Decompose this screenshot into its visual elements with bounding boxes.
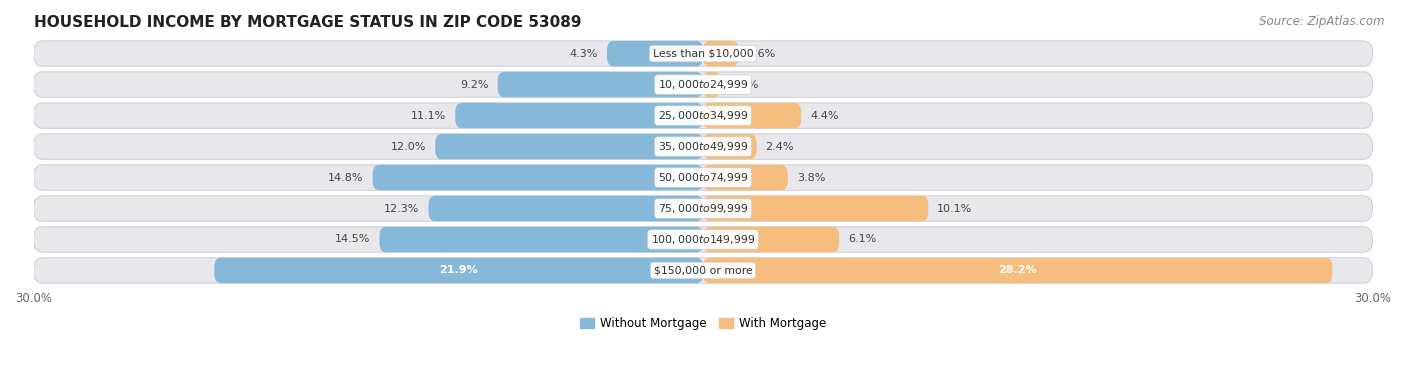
Text: Less than $10,000: Less than $10,000	[652, 49, 754, 59]
FancyBboxPatch shape	[34, 41, 1372, 66]
Text: 9.2%: 9.2%	[460, 80, 489, 90]
FancyBboxPatch shape	[429, 196, 703, 221]
Text: 11.1%: 11.1%	[411, 111, 446, 121]
FancyBboxPatch shape	[34, 165, 1372, 190]
Text: $35,000 to $49,999: $35,000 to $49,999	[658, 140, 748, 153]
Text: 4.4%: 4.4%	[810, 111, 838, 121]
FancyBboxPatch shape	[498, 72, 703, 97]
Text: 4.3%: 4.3%	[569, 49, 598, 59]
Text: 0.8%: 0.8%	[730, 80, 758, 90]
Text: Source: ZipAtlas.com: Source: ZipAtlas.com	[1260, 15, 1385, 28]
Text: 1.6%: 1.6%	[748, 49, 776, 59]
Text: 14.8%: 14.8%	[328, 172, 364, 183]
FancyBboxPatch shape	[34, 196, 1372, 221]
FancyBboxPatch shape	[34, 103, 1372, 128]
Text: 10.1%: 10.1%	[938, 203, 973, 214]
Text: $10,000 to $24,999: $10,000 to $24,999	[658, 78, 748, 91]
Legend: Without Mortgage, With Mortgage: Without Mortgage, With Mortgage	[575, 312, 831, 335]
Text: $100,000 to $149,999: $100,000 to $149,999	[651, 233, 755, 246]
Text: 21.9%: 21.9%	[439, 265, 478, 276]
Text: 12.0%: 12.0%	[391, 141, 426, 152]
FancyBboxPatch shape	[703, 227, 839, 252]
Text: $150,000 or more: $150,000 or more	[654, 265, 752, 276]
FancyBboxPatch shape	[703, 72, 721, 97]
FancyBboxPatch shape	[214, 258, 703, 283]
FancyBboxPatch shape	[456, 103, 703, 128]
FancyBboxPatch shape	[34, 72, 1372, 97]
Text: $75,000 to $99,999: $75,000 to $99,999	[658, 202, 748, 215]
Text: 12.3%: 12.3%	[384, 203, 419, 214]
Text: HOUSEHOLD INCOME BY MORTGAGE STATUS IN ZIP CODE 53089: HOUSEHOLD INCOME BY MORTGAGE STATUS IN Z…	[34, 15, 581, 30]
Text: 2.4%: 2.4%	[765, 141, 794, 152]
FancyBboxPatch shape	[703, 165, 787, 190]
FancyBboxPatch shape	[607, 41, 703, 66]
FancyBboxPatch shape	[34, 258, 1372, 283]
FancyBboxPatch shape	[373, 165, 703, 190]
Text: $50,000 to $74,999: $50,000 to $74,999	[658, 171, 748, 184]
Text: 3.8%: 3.8%	[797, 172, 825, 183]
FancyBboxPatch shape	[703, 258, 1333, 283]
Text: $25,000 to $34,999: $25,000 to $34,999	[658, 109, 748, 122]
Text: 14.5%: 14.5%	[335, 234, 371, 245]
FancyBboxPatch shape	[34, 134, 1372, 159]
Text: 6.1%: 6.1%	[848, 234, 876, 245]
FancyBboxPatch shape	[703, 196, 928, 221]
FancyBboxPatch shape	[380, 227, 703, 252]
FancyBboxPatch shape	[436, 134, 703, 159]
FancyBboxPatch shape	[703, 103, 801, 128]
Text: 28.2%: 28.2%	[998, 265, 1038, 276]
FancyBboxPatch shape	[703, 41, 738, 66]
FancyBboxPatch shape	[703, 134, 756, 159]
FancyBboxPatch shape	[34, 227, 1372, 252]
